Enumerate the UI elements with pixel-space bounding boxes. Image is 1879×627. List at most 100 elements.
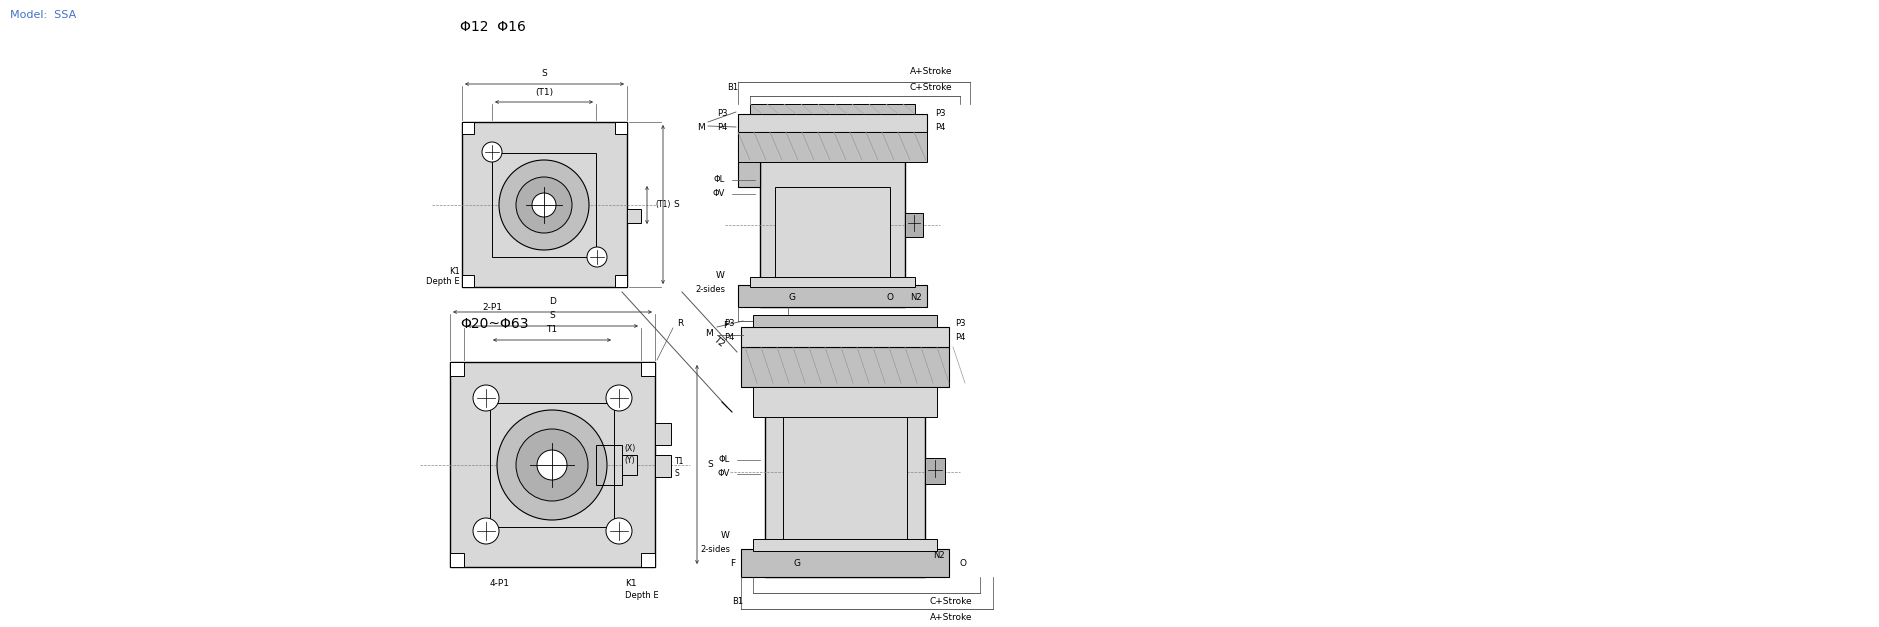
Text: G: G [793,559,800,567]
Bar [906,213,923,237]
Bar [740,549,949,577]
Text: O: O [960,559,968,567]
Text: T2: T2 [712,335,725,349]
Circle shape [474,518,500,544]
Bar [750,104,915,114]
Bar [753,315,938,327]
Circle shape [586,247,607,267]
Text: ΦL: ΦL [714,176,725,184]
Circle shape [474,385,500,411]
Circle shape [517,177,571,233]
Bar [784,402,908,542]
Text: N2: N2 [909,293,921,302]
Text: M: M [705,329,712,337]
Text: S: S [673,200,678,209]
Text: P3: P3 [955,319,966,327]
Bar [738,285,926,307]
Bar [740,327,949,347]
Bar [656,423,671,445]
Text: F: F [723,320,727,330]
Text: ΦL: ΦL [720,455,731,465]
Text: G: G [789,293,795,302]
Text: T1: T1 [675,456,684,465]
Text: Model:  SSA: Model: SSA [9,10,77,20]
Text: 2-P1: 2-P1 [483,302,502,312]
Bar [614,122,628,134]
Text: O: O [887,293,894,302]
Text: (X): (X) [624,445,635,453]
Text: C+Stroke: C+Stroke [909,83,953,93]
Text: (Y): (Y) [624,456,635,465]
Text: P4: P4 [725,332,735,342]
Text: S: S [551,312,556,320]
Text: 2-sides: 2-sides [701,544,731,554]
Text: W: W [722,530,731,539]
Text: B1: B1 [733,596,742,606]
Bar [622,455,637,475]
Text: (T1): (T1) [536,88,552,97]
Text: R: R [676,320,684,329]
Text: Depth E: Depth E [626,591,660,599]
Text: D: D [549,297,556,307]
Text: S: S [675,468,680,478]
Bar [449,553,464,567]
Bar [462,275,474,287]
Text: B1: B1 [727,83,738,93]
Text: P4: P4 [718,124,727,132]
Text: 4-P1: 4-P1 [490,579,509,587]
Text: Φ20~Φ63: Φ20~Φ63 [460,317,528,331]
Bar [492,153,596,257]
Text: P3: P3 [936,110,945,119]
Text: ΦV: ΦV [712,189,725,199]
Circle shape [537,450,567,480]
Text: N2: N2 [934,551,945,559]
Text: A+Stroke: A+Stroke [909,68,953,76]
Bar [765,347,924,577]
Bar [462,122,628,287]
Circle shape [498,410,607,520]
Text: P3: P3 [718,110,727,119]
Bar [449,362,464,376]
Bar [596,445,622,485]
Bar [738,132,759,187]
Bar [490,403,614,527]
Text: W: W [716,270,725,280]
Circle shape [607,385,631,411]
Text: P3: P3 [725,319,735,327]
Bar [641,362,656,376]
Bar [614,275,628,287]
Bar [924,458,945,484]
Text: 2-sides: 2-sides [695,285,725,293]
Circle shape [532,193,556,217]
Text: P4: P4 [936,124,945,132]
Text: ΦV: ΦV [718,470,731,478]
Bar [753,387,938,417]
Circle shape [517,429,588,501]
Bar [628,209,641,223]
Circle shape [607,518,631,544]
Bar [753,539,938,551]
Text: M: M [697,124,705,132]
Text: F: F [729,559,735,567]
Text: S: S [707,460,712,469]
Text: Depth E: Depth E [427,277,460,285]
Text: P4: P4 [955,332,966,342]
Bar [759,132,906,307]
Text: (T1): (T1) [656,201,671,209]
Bar [641,553,656,567]
Circle shape [483,142,502,162]
Bar [740,347,949,387]
Bar [449,362,656,567]
Bar [738,132,926,162]
Text: T1: T1 [547,325,558,334]
Bar [750,277,915,287]
Bar [738,114,926,132]
Text: K1: K1 [626,579,637,587]
Bar [462,122,474,134]
Text: Φ12  Φ16: Φ12 Φ16 [460,20,526,34]
Text: S: S [541,70,547,78]
Circle shape [500,160,588,250]
Text: K1: K1 [449,266,460,275]
Bar [774,187,891,277]
Text: A+Stroke: A+Stroke [930,613,973,621]
